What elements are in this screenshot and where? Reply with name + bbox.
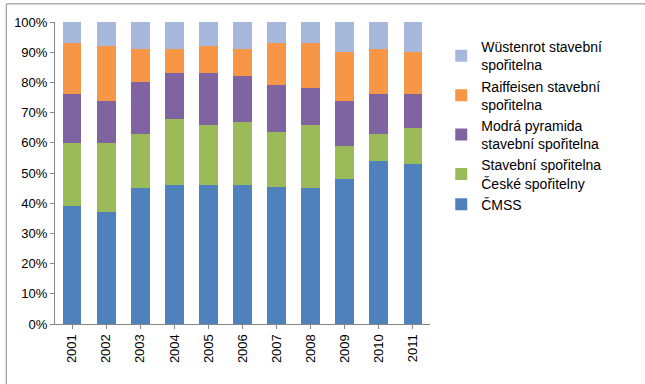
svg-text:Stavební spořitelnaČeské spoři: Stavební spořitelnaČeské spořitelny [481, 157, 601, 191]
svg-text:50%: 50% [21, 166, 47, 181]
svg-text:2002: 2002 [98, 334, 113, 363]
svg-text:2011: 2011 [405, 334, 420, 362]
svg-text:2006: 2006 [235, 334, 250, 363]
svg-text:2003: 2003 [132, 334, 147, 363]
svg-text:30%: 30% [21, 226, 47, 241]
svg-text:2007: 2007 [269, 334, 284, 363]
svg-text:100%: 100% [14, 15, 48, 30]
svg-text:0%: 0% [29, 317, 48, 332]
svg-text:90%: 90% [21, 45, 47, 60]
svg-text:ČMSS: ČMSS [481, 197, 521, 213]
svg-text:40%: 40% [21, 196, 47, 211]
svg-text:10%: 10% [21, 286, 47, 301]
svg-text:2009: 2009 [337, 334, 352, 363]
svg-text:Wüstenrot stavebníspořitelna: Wüstenrot stavebníspořitelna [481, 39, 602, 73]
svg-text:70%: 70% [21, 105, 47, 120]
svg-text:80%: 80% [21, 75, 47, 90]
svg-text:2001: 2001 [64, 334, 79, 363]
svg-text:2008: 2008 [303, 334, 318, 363]
svg-text:60%: 60% [21, 135, 47, 150]
svg-text:Modrá pyramidastavební spořite: Modrá pyramidastavební spořitelna [481, 118, 599, 152]
svg-text:2010: 2010 [371, 334, 386, 363]
svg-text:2004: 2004 [167, 334, 182, 363]
svg-text:20%: 20% [21, 256, 47, 271]
svg-text:2005: 2005 [201, 334, 216, 363]
svg-text:Raiffeisen stavebníspořitelna: Raiffeisen stavebníspořitelna [481, 79, 600, 113]
